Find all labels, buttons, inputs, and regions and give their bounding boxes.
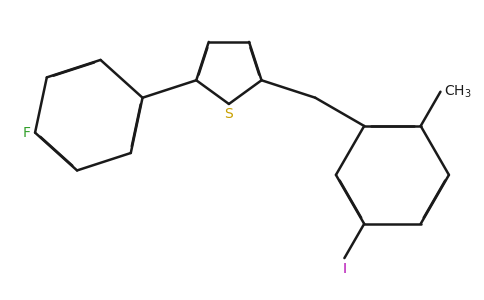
Text: S: S	[225, 107, 233, 121]
Text: I: I	[342, 262, 347, 276]
Text: F: F	[23, 126, 31, 140]
Text: CH$_3$: CH$_3$	[444, 83, 472, 100]
